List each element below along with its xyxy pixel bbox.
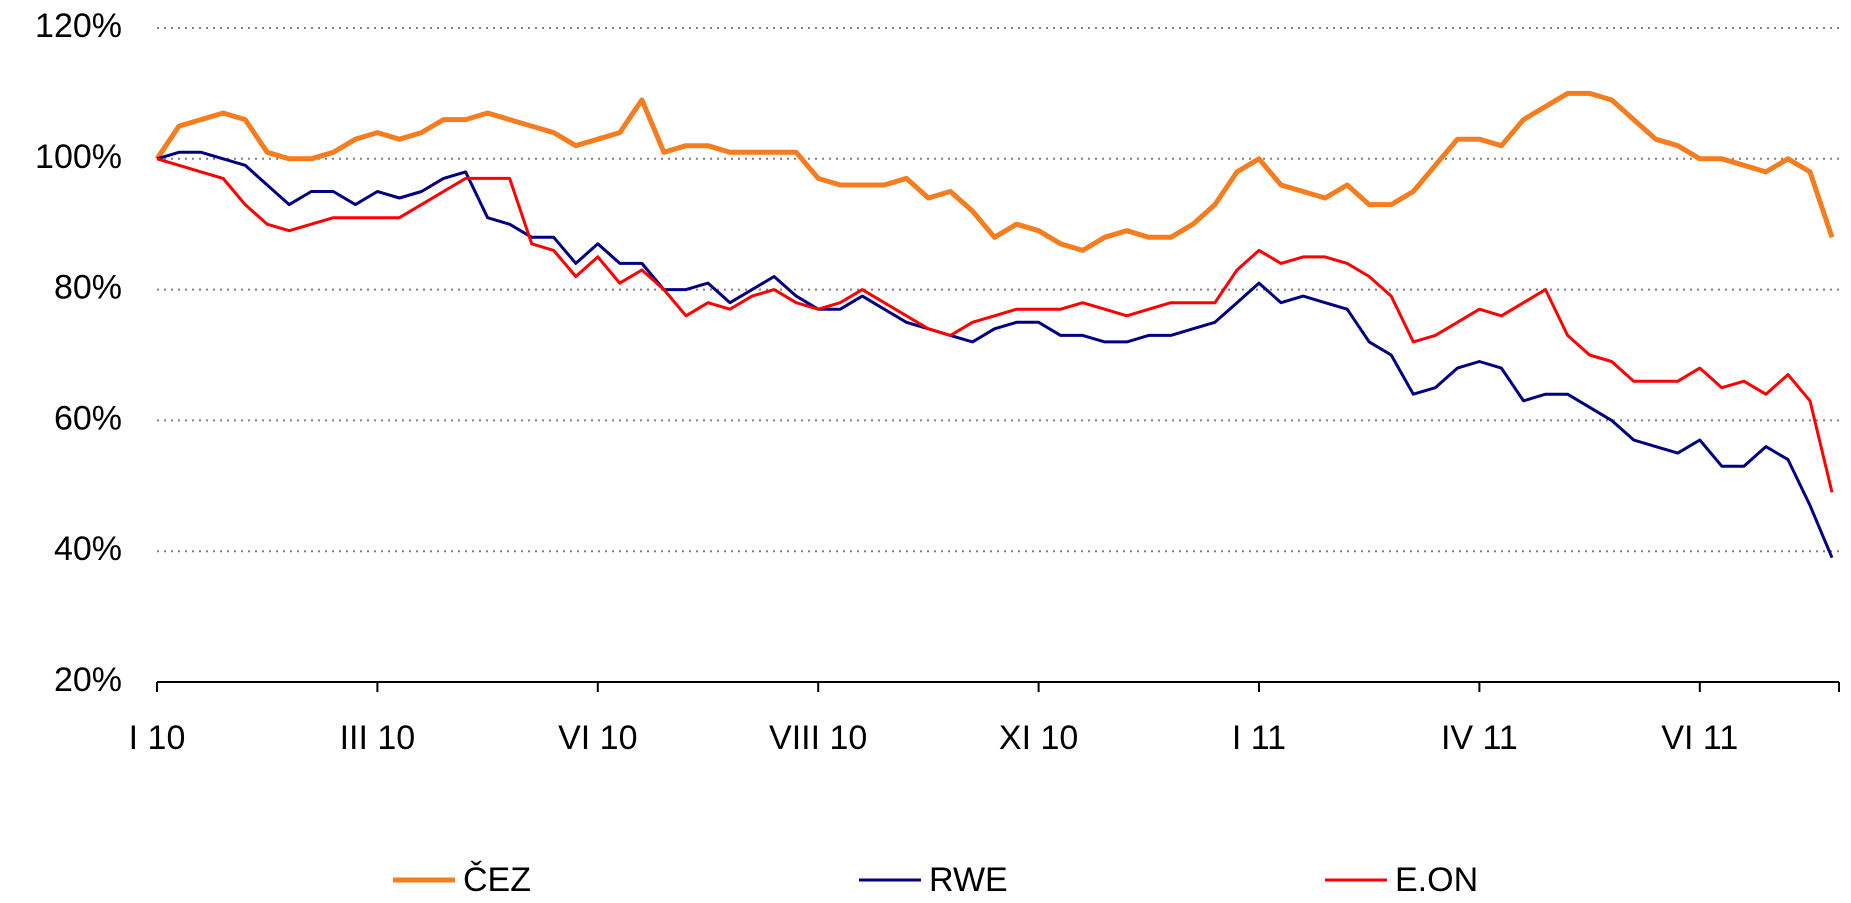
x-tick-label: I 11	[1232, 719, 1286, 757]
x-tick-label: IV 11	[1441, 719, 1518, 757]
legend-label: ČEZ	[463, 861, 531, 899]
series-line	[156, 150, 1834, 559]
y-tick-label: 40%	[54, 530, 122, 568]
x-tick-label: VIII 10	[769, 719, 867, 757]
y-tick-label: 120%	[35, 7, 122, 45]
series-line	[154, 90, 1835, 253]
series-line	[156, 157, 1834, 493]
x-tick-label: III 10	[340, 719, 416, 757]
legend-label: RWE	[929, 861, 1008, 899]
x-tick-label: VI 10	[558, 719, 637, 757]
y-tick-label: 20%	[54, 661, 122, 699]
y-tick-label: 100%	[35, 138, 122, 176]
x-tick-label: I 10	[129, 719, 186, 757]
x-tick-label: XI 10	[999, 719, 1078, 757]
y-tick-label: 80%	[54, 269, 122, 307]
y-tick-label: 60%	[54, 399, 122, 437]
legend-label: E.ON	[1395, 861, 1478, 899]
x-tick-label: VI 11	[1661, 719, 1738, 757]
